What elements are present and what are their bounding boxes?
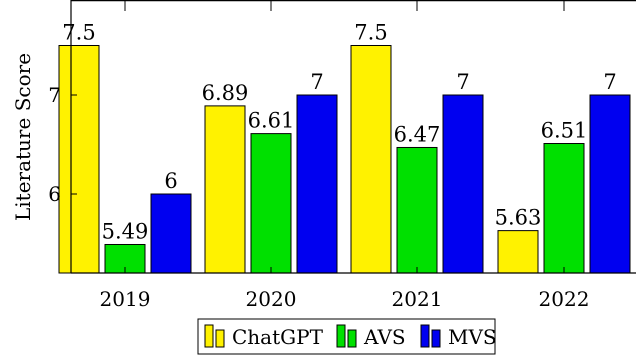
x-tick-label-2022: 2022 — [539, 287, 590, 311]
data-label-avs-2019: 5.49 — [102, 219, 149, 243]
data-label-chatgpt-2020: 6.89 — [202, 81, 249, 105]
x-tick-label-2021: 2021 — [392, 287, 443, 311]
ticks-group: 2019 2020 2021 2022 6 7 — [48, 0, 589, 311]
y-tick-label-6: 6 — [48, 182, 61, 206]
bar-avs-2021 — [396, 146, 438, 274]
data-label-chatgpt-2019: 7.5 — [62, 21, 95, 45]
legend: ChatGPT AVS MVS — [197, 318, 497, 355]
legend-swatch-chatgpt-a — [204, 324, 214, 348]
bars-group — [58, 45, 631, 274]
legend-swatch-mvs-a — [420, 324, 430, 348]
data-label-mvs-2019: 6 — [164, 169, 177, 193]
data-label-chatgpt-2021: 7.5 — [354, 21, 387, 45]
bar-mvs-2020 — [296, 94, 338, 274]
legend-swatch-chatgpt-b — [215, 329, 225, 348]
legend-label-chatgpt: ChatGPT — [232, 325, 324, 349]
bar-chatgpt-2022 — [497, 230, 539, 274]
x-tick-label-2019: 2019 — [100, 287, 151, 311]
data-label-mvs-2020: 7 — [310, 70, 323, 94]
data-label-avs-2021: 6.47 — [394, 122, 441, 146]
bar-mvs-2021 — [442, 94, 484, 274]
legend-label-avs: AVS — [363, 325, 406, 349]
data-label-chatgpt-2022: 5.63 — [495, 206, 542, 230]
bar-mvs-2019 — [150, 193, 192, 274]
data-label-avs-2022: 6.51 — [541, 119, 588, 143]
bar-chatgpt-2020 — [204, 105, 246, 274]
legend-swatch-mvs-b — [431, 329, 441, 348]
y-axis-label: Literature Score — [11, 53, 35, 221]
legend-swatch-avs-b — [347, 329, 357, 348]
legend-label-mvs: MVS — [448, 325, 497, 349]
bar-avs-2022 — [543, 143, 585, 274]
y-tick-label-7: 7 — [48, 83, 61, 107]
legend-box — [197, 318, 496, 355]
data-labels-group: 7.5 5.49 6 6.89 6.61 7 7.5 6.47 7 5.63 6.51 7 — [62, 21, 616, 244]
data-label-avs-2020: 6.61 — [248, 109, 295, 133]
data-label-mvs-2021: 7 — [456, 70, 469, 94]
legend-swatch-avs-a — [336, 324, 346, 348]
axes — [70, 0, 636, 274]
bar-mvs-2022 — [589, 94, 631, 274]
x-tick-label-2020: 2020 — [246, 287, 297, 311]
bar-avs-2020 — [250, 133, 292, 274]
data-label-mvs-2022: 7 — [603, 70, 616, 94]
bar-chatgpt-2021 — [350, 45, 392, 274]
bar-chatgpt-2019 — [58, 45, 100, 274]
